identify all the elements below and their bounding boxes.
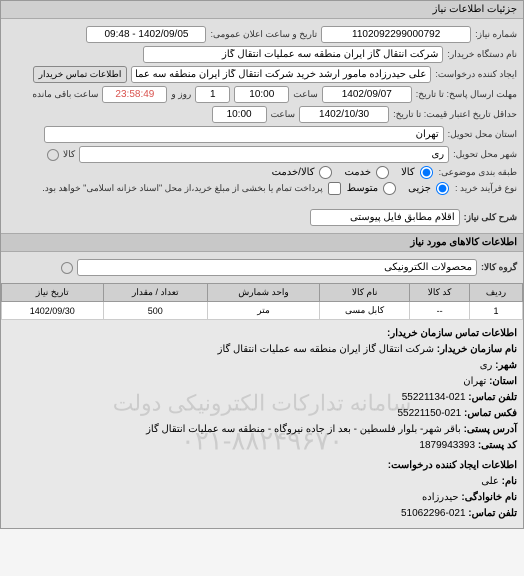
remaining-label: ساعت باقی مانده — [32, 89, 98, 100]
contact-section: سامانه تدارکات الکترونیکی دولت ۰۲۱-۸۸۲۴۹… — [1, 320, 523, 528]
requester-label: ایجاد کننده درخواست: — [435, 69, 517, 80]
row-province: استان محل تحویل: — [7, 126, 517, 143]
requester-title: اطلاعات ایجاد کننده درخواست: — [7, 458, 517, 474]
header-bar: جزئیات اطلاعات نیاز — [1, 1, 523, 19]
main-container: جزئیات اطلاعات نیاز شماره نیاز: تاریخ و … — [0, 0, 524, 529]
contact-org: نام سازمان خریدار: شرکت انتقال گاز ایران… — [7, 342, 517, 358]
validity-date-input[interactable] — [299, 106, 389, 123]
cell-code: -- — [410, 302, 470, 320]
need-desc-label: شرح کلی نیاز: — [464, 212, 517, 223]
days-input[interactable] — [195, 86, 230, 103]
cell-qty: 500 — [103, 302, 207, 320]
validity-label: حداقل تاریخ اعتبار قیمت: تا تاریخ: — [393, 109, 517, 120]
city-label: شهر محل تحویل: — [453, 149, 517, 160]
row-purchase-type: نوع فرآیند خرید : جزیی متوسط پرداخت تمام… — [7, 182, 517, 195]
th-qty: تعداد / مقدار — [103, 284, 207, 302]
contact-address: آدرس پستی: باقر شهر- بلوار فلسطین - بعد … — [7, 422, 517, 438]
row-buyer-org: نام دستگاه خریدار: — [7, 46, 517, 63]
refresh-icon[interactable] — [47, 149, 59, 161]
time-label-2: ساعت — [271, 109, 296, 120]
requester-name: نام: علی — [7, 474, 517, 490]
announce-datetime-label: تاریخ و ساعت اعلان عمومی: — [210, 29, 317, 40]
category-goods-radio[interactable]: کالا — [401, 166, 435, 179]
deadline-time-input[interactable] — [234, 86, 289, 103]
row-need-number: شماره نیاز: تاریخ و ساعت اعلان عمومی: — [7, 26, 517, 43]
buyer-org-input[interactable] — [143, 46, 443, 63]
row-deadline: مهلت ارسال پاسخ: تا تاریخ: ساعت روز و سا… — [7, 86, 517, 103]
form-section: شماره نیاز: تاریخ و ساعت اعلان عمومی: نا… — [1, 19, 523, 233]
th-name: نام کالا — [320, 284, 410, 302]
contact-province: استان: تهران — [7, 374, 517, 390]
row-city: شهر محل تحویل: کالا — [7, 146, 517, 163]
header-title: جزئیات اطلاعات نیاز — [433, 4, 517, 15]
th-row: ردیف — [469, 284, 522, 302]
row-requester: ایجاد کننده درخواست: اطلاعات تماس خریدار — [7, 66, 517, 83]
need-desc-input[interactable] — [310, 209, 460, 226]
category-radio-group: کالا خدمت کالا/خدمت — [272, 166, 435, 179]
contact-city: شهر: ری — [7, 358, 517, 374]
cell-name: کابل مسی — [320, 302, 410, 320]
th-date: تاریخ نیاز — [2, 284, 104, 302]
need-number-label: شماره نیاز: — [475, 29, 517, 40]
goods-table: ردیف کد کالا نام کالا واحد شمارش تعداد /… — [1, 283, 523, 320]
purchase-radio-group: جزیی متوسط — [347, 182, 451, 195]
contact-button[interactable]: اطلاعات تماس خریدار — [33, 66, 128, 83]
search-icon[interactable] — [61, 262, 73, 274]
purchase-small-radio[interactable]: جزیی — [408, 182, 451, 195]
category-label: طبقه بندی موضوعی: — [439, 167, 517, 178]
purchase-medium-radio[interactable]: متوسط — [347, 182, 398, 195]
row-category: طبقه بندی موضوعی: کالا خدمت کالا/خدمت — [7, 166, 517, 179]
announce-datetime-input[interactable] — [86, 26, 206, 43]
requester-input[interactable] — [131, 66, 431, 83]
goods-group-label: گروه کالا: — [481, 262, 517, 273]
validity-time-input[interactable] — [212, 106, 267, 123]
table-header-row: ردیف کد کالا نام کالا واحد شمارش تعداد /… — [2, 284, 523, 302]
province-input[interactable] — [44, 126, 444, 143]
category-service-radio[interactable]: خدمت — [344, 166, 391, 179]
goods-group-row: گروه کالا: — [1, 252, 523, 283]
cell-date: 1402/09/30 — [2, 302, 104, 320]
cell-row: 1 — [469, 302, 522, 320]
refresh-label: کالا — [63, 149, 75, 160]
deadline-label: مهلت ارسال پاسخ: تا تاریخ: — [416, 89, 517, 100]
purchase-note-checkbox[interactable]: پرداخت تمام یا بخشی از مبلغ خرید،از محل … — [42, 182, 342, 195]
cell-unit: متر — [207, 302, 319, 320]
province-label: استان محل تحویل: — [448, 129, 517, 140]
contact-postal: کد پستی: 1879943393 — [7, 438, 517, 454]
contact-phone: تلفن تماس: 021-55221134 — [7, 390, 517, 406]
time-label-1: ساعت — [293, 89, 318, 100]
requester-phone: تلفن تماس: 021-51062296 — [7, 506, 517, 522]
days-label: روز و — [171, 89, 191, 100]
buyer-org-label: نام دستگاه خریدار: — [447, 49, 517, 60]
goods-group-input[interactable] — [77, 259, 477, 276]
th-unit: واحد شمارش — [207, 284, 319, 302]
row-validity: حداقل تاریخ اعتبار قیمت: تا تاریخ: ساعت — [7, 106, 517, 123]
table-row[interactable]: 1 -- کابل مسی متر 500 1402/09/30 — [2, 302, 523, 320]
goods-section-title: اطلاعات کالاهای مورد نیاز — [1, 233, 523, 252]
th-code: کد کالا — [410, 284, 470, 302]
contact-title: اطلاعات تماس سازمان خریدار: — [7, 326, 517, 342]
deadline-date-input[interactable] — [322, 86, 412, 103]
category-goods-service-radio[interactable]: کالا/خدمت — [272, 166, 335, 179]
need-number-input[interactable] — [321, 26, 471, 43]
row-need-desc: شرح کلی نیاز: — [7, 209, 517, 226]
purchase-type-label: نوع فرآیند خرید : — [455, 183, 517, 194]
requester-family: نام خانوادگی: حیدرزاده — [7, 490, 517, 506]
city-input[interactable] — [79, 146, 449, 163]
contact-fax: فکس تماس: 021-55221150 — [7, 406, 517, 422]
remaining-time-input — [102, 86, 167, 103]
